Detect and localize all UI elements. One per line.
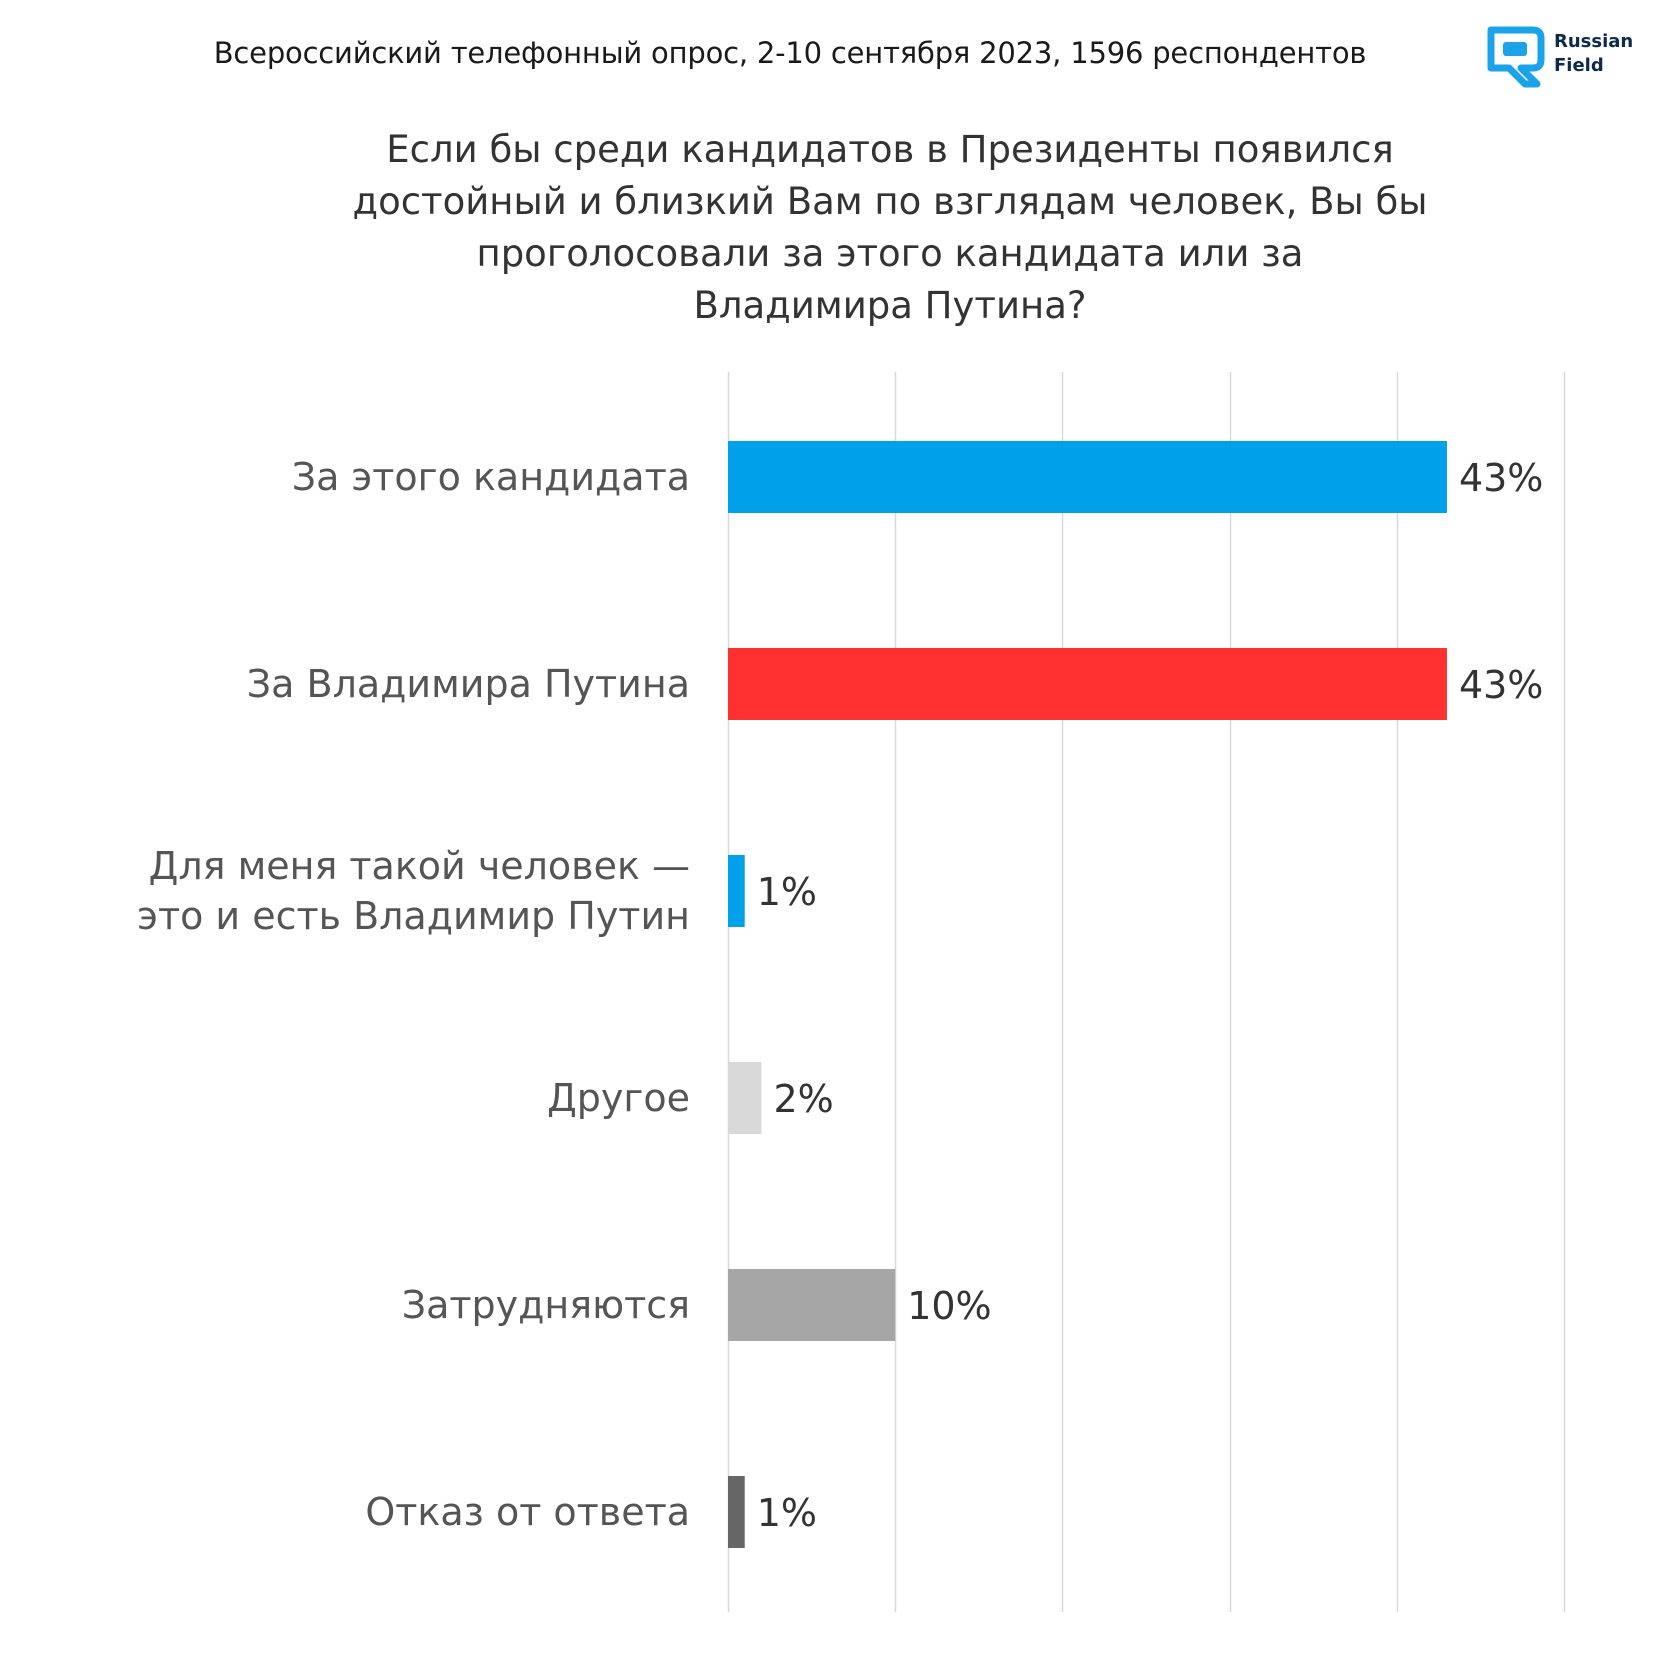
title-line: достойный и близкий Вам по взглядам чело…	[352, 180, 1428, 223]
russian-field-logo: Russian Field	[1487, 24, 1657, 88]
data-label: 43%	[1459, 456, 1543, 500]
title-line: проголосовали за этого кандидата или за	[476, 232, 1304, 275]
category-label: За Владимира Путина	[247, 662, 690, 706]
category-label: Другое	[547, 1076, 690, 1120]
horizontal-bar-chart: 43% За этого кандидата 43% За Владимира Пут…	[137, 372, 1566, 1612]
chart-question-title: Если бы среди кандидатов в Президенты по…	[200, 124, 1580, 332]
rf-logo-icon	[1487, 26, 1545, 88]
survey-subtitle: Всероссийский телефонный опрос, 2-10 сен…	[213, 36, 1367, 70]
logo-wordmark: Russian Field	[1554, 30, 1633, 78]
data-label: 1%	[757, 1491, 817, 1535]
title-line: Если бы среди кандидатов в Президенты по…	[386, 128, 1394, 171]
data-label: 2%	[773, 1077, 833, 1121]
category-label: это и есть Владимир Путин	[137, 894, 690, 938]
bar	[728, 855, 745, 927]
data-label: 1%	[757, 870, 817, 914]
data-label: 10%	[907, 1284, 991, 1328]
category-label: За этого кандидата	[292, 455, 690, 499]
bar	[728, 648, 1447, 720]
bar	[728, 441, 1447, 513]
category-label: Для меня такой человек —	[149, 844, 690, 888]
bar	[728, 1269, 896, 1341]
data-label: 43%	[1459, 663, 1543, 707]
category-label: Затрудняются	[402, 1283, 690, 1327]
logo-line-2: Field	[1554, 55, 1604, 76]
bar	[728, 1062, 762, 1134]
bar	[728, 1476, 745, 1548]
category-label: Отказ от ответа	[365, 1490, 690, 1534]
logo-line-1: Russian	[1554, 31, 1634, 52]
title-line: Владимира Путина?	[693, 284, 1087, 327]
